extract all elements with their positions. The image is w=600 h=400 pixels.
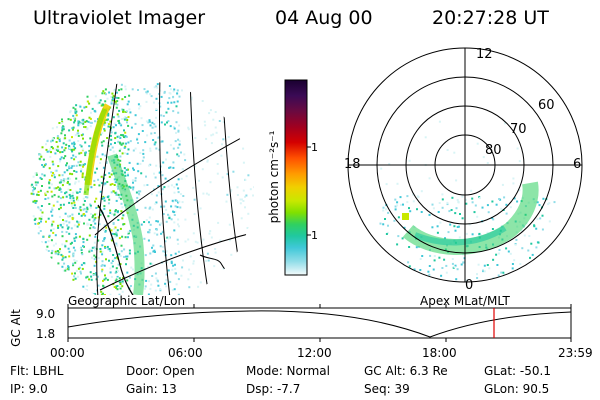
colorbar-scale xyxy=(284,79,308,276)
colorbar-label-10: 10 xyxy=(311,229,318,242)
left-map-label: Geographic Lat/Lon xyxy=(68,294,186,308)
orbit-timeline: GC Alt 9.0 1.8 xyxy=(9,304,572,347)
timeline-ticks xyxy=(67,304,572,342)
colorbar-label-100: 100 xyxy=(311,141,318,154)
ip-info: IP: 9.0 xyxy=(10,382,48,396)
timeline-xtick-2359: 23:59 xyxy=(558,346,593,360)
gain-info: Gain: 13 xyxy=(126,382,177,396)
timeline-ytick-1-8: 1.8 xyxy=(36,327,55,341)
timeline-ylabel: GC Alt xyxy=(9,309,23,347)
glat-info: GLat: -50.1 xyxy=(484,364,551,378)
coastline xyxy=(97,204,146,295)
instrument-title: Ultraviolet Imager xyxy=(33,7,206,29)
mode-info: Mode: Normal xyxy=(246,364,330,378)
auroral-oval-core xyxy=(413,225,507,246)
timeline-frame xyxy=(67,307,572,339)
door-info: Door: Open xyxy=(126,364,195,378)
mlt-label-12: 12 xyxy=(476,47,493,62)
colorbar: 100 10 photon cm⁻²s⁻¹ xyxy=(267,79,318,276)
timeline-ytick-9: 9.0 xyxy=(36,307,55,321)
timeline-xtick-0600: 06:00 xyxy=(168,346,203,360)
mlt-label-6: 6 xyxy=(573,157,581,172)
auroral-arc-outer xyxy=(83,107,108,196)
polar-plot: 12 18 6 0 60 70 80 xyxy=(344,47,583,293)
glon-info: GLon: 90.5 xyxy=(484,382,550,396)
bright-spot xyxy=(402,213,409,220)
geographic-image xyxy=(30,81,254,295)
altitude-curve xyxy=(67,310,572,338)
timeline-xtick-1200: 12:00 xyxy=(297,346,332,360)
mlat-label-70: 70 xyxy=(510,122,527,137)
polar-grid xyxy=(347,47,583,283)
date-label: 04 Aug 00 xyxy=(275,7,373,29)
gcalt-info: GC Alt: 6.3 Re xyxy=(364,364,448,378)
mlat-label-60: 60 xyxy=(538,98,555,113)
dsp-info: Dsp: -7.7 xyxy=(246,382,301,396)
mlat-label-80: 80 xyxy=(485,143,502,158)
flt-info: Flt: LBHL xyxy=(10,364,64,378)
timeline-xtick-1800: 18:00 xyxy=(422,346,457,360)
mlt-label-18: 18 xyxy=(344,157,361,172)
colorbar-unit: photon cm⁻²s⁻¹ xyxy=(267,130,281,223)
seq-info: Seq: 39 xyxy=(364,382,410,396)
right-map-label: Apex MLat/MLT xyxy=(420,294,510,308)
time-label: 20:27:28 UT xyxy=(432,7,549,29)
mlt-label-0: 0 xyxy=(465,278,473,293)
auroral-band xyxy=(107,153,145,295)
timeline-xtick-0000: 00:00 xyxy=(50,346,85,360)
